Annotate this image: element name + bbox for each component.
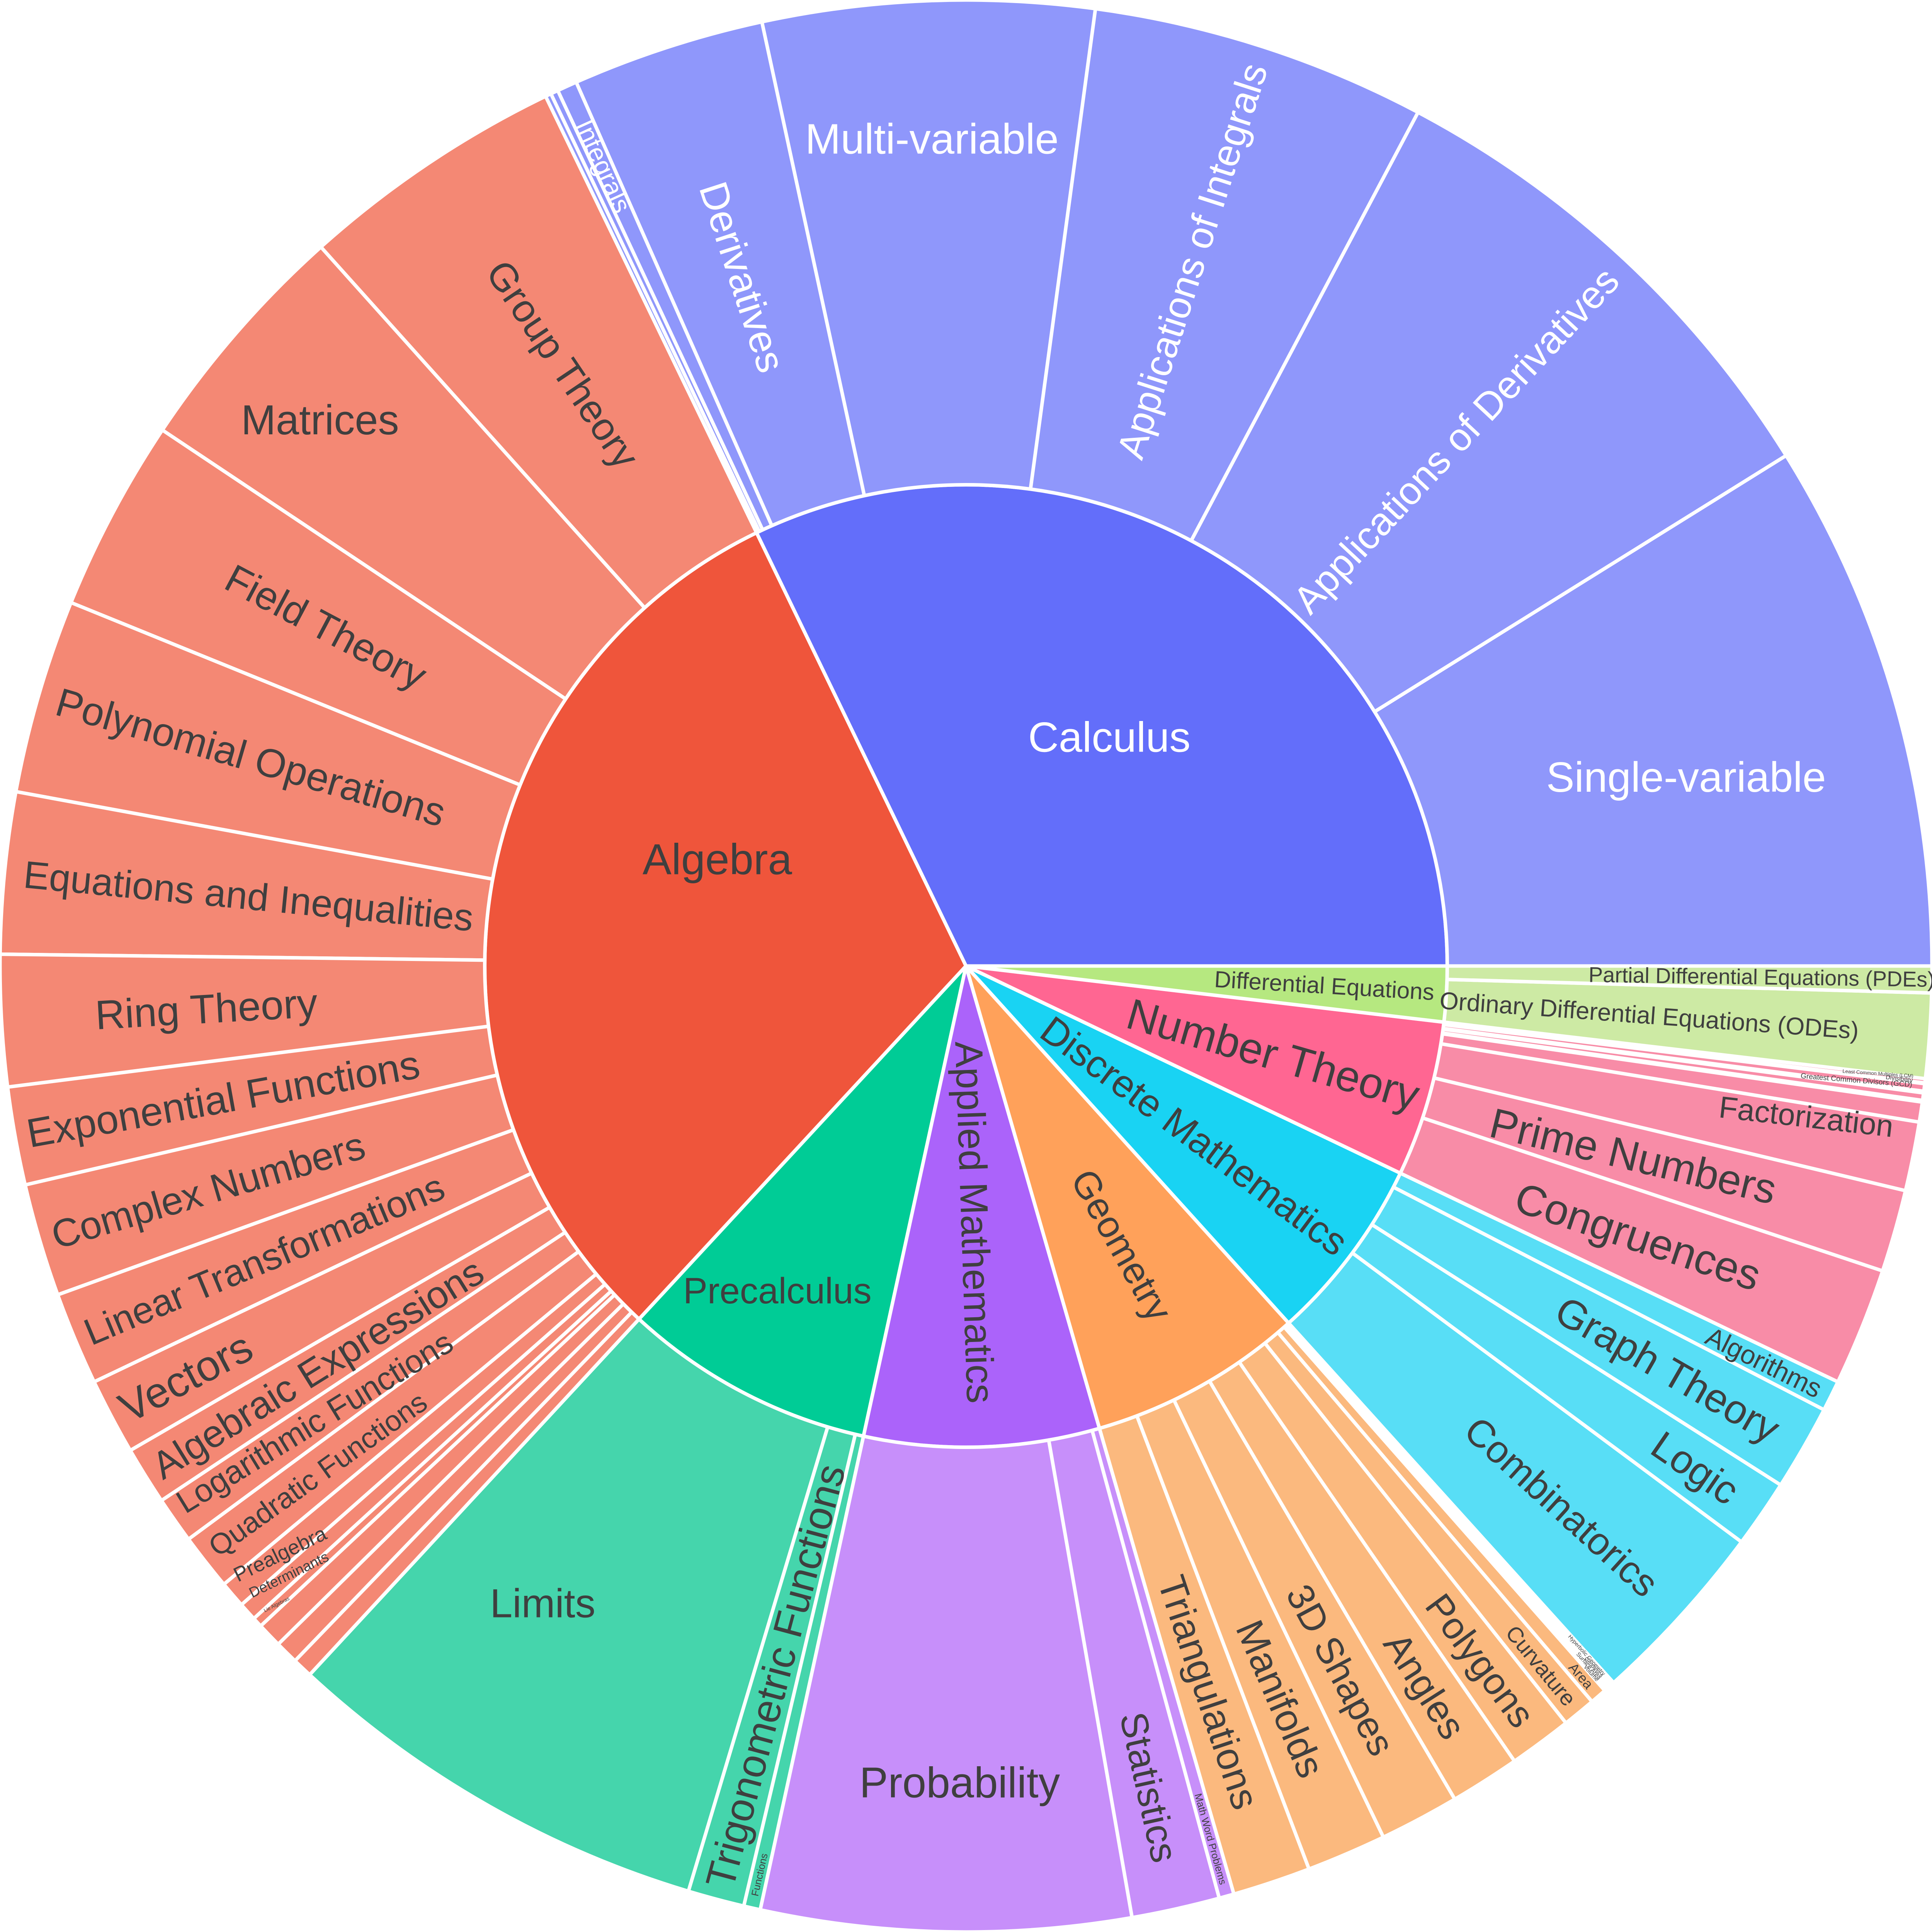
- svg-text:Calculus: Calculus: [1028, 714, 1190, 761]
- svg-text:Precalculus: Precalculus: [683, 1270, 872, 1311]
- svg-text:Single-variable: Single-variable: [1546, 754, 1826, 801]
- svg-text:Partial Differential Equations: Partial Differential Equations (PDEs): [1588, 963, 1932, 991]
- svg-text:Probability: Probability: [859, 1758, 1060, 1806]
- svg-text:Algebra: Algebra: [643, 835, 793, 884]
- svg-text:Multi-variable: Multi-variable: [805, 116, 1059, 163]
- svg-text:Limits: Limits: [490, 1581, 595, 1626]
- svg-text:Matrices: Matrices: [241, 396, 399, 443]
